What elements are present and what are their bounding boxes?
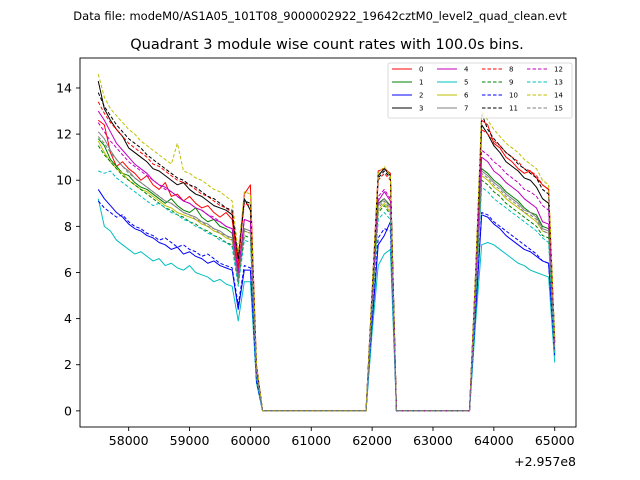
y-tick-label: 10 [56,173,72,188]
x-tick-label: 58000 [109,433,149,448]
x-tick-label: 63000 [413,433,453,448]
x-tick-label: 60000 [231,433,271,448]
legend-label-5: 5 [464,79,468,87]
legend-label-7: 7 [464,105,468,113]
y-tick-label: 14 [56,80,72,95]
series-line-14 [97,74,556,412]
x-offset-label: +2.957e8 [514,454,576,469]
x-tick-label: 61000 [291,433,331,448]
legend-label-3: 3 [419,105,423,113]
series-line-12 [97,122,556,412]
chart-title: Quadrant 3 module wise count rates with … [130,37,524,53]
x-tick-label: 64000 [474,433,514,448]
series-line-15 [97,136,556,412]
legend-label-6: 6 [464,92,469,100]
legend-label-11: 11 [509,105,518,113]
legend-frame [387,62,573,119]
plot-area [79,57,577,428]
y-axis: 0 2 4 6 8 10 12 14 [56,80,80,418]
legend-label-12: 12 [554,66,563,74]
x-tick-label: 62000 [352,433,392,448]
y-tick-label: 0 [64,403,72,418]
x-tick-label: 59000 [170,433,210,448]
y-tick-label: 8 [64,219,72,234]
legend-label-2: 2 [419,92,423,100]
chart-suptitle: Data file: modeM0/AS1A05_101T08_90000029… [73,9,567,23]
legend-label-10: 10 [509,92,518,100]
y-tick-label: 6 [64,265,72,280]
y-tick-label: 2 [64,357,72,372]
legend-label-15: 15 [554,105,563,113]
legend-label-8: 8 [509,66,513,74]
legend-label-9: 9 [509,79,513,87]
y-tick-label: 4 [64,311,72,326]
x-tick-label: 65000 [535,433,575,448]
y-tick-label: 12 [56,127,72,142]
legend-label-1: 1 [419,79,423,87]
x-axis: 58000 59000 60000 61000 62000 63000 64000 65000 [109,427,575,448]
axes-border [79,57,577,428]
legend-label-0: 0 [419,66,423,74]
legend-label-14: 14 [554,92,563,100]
series-layer [97,74,556,412]
legend-label-13: 13 [554,79,563,87]
plot-frame [80,58,576,427]
legend-label-4: 4 [464,66,469,74]
